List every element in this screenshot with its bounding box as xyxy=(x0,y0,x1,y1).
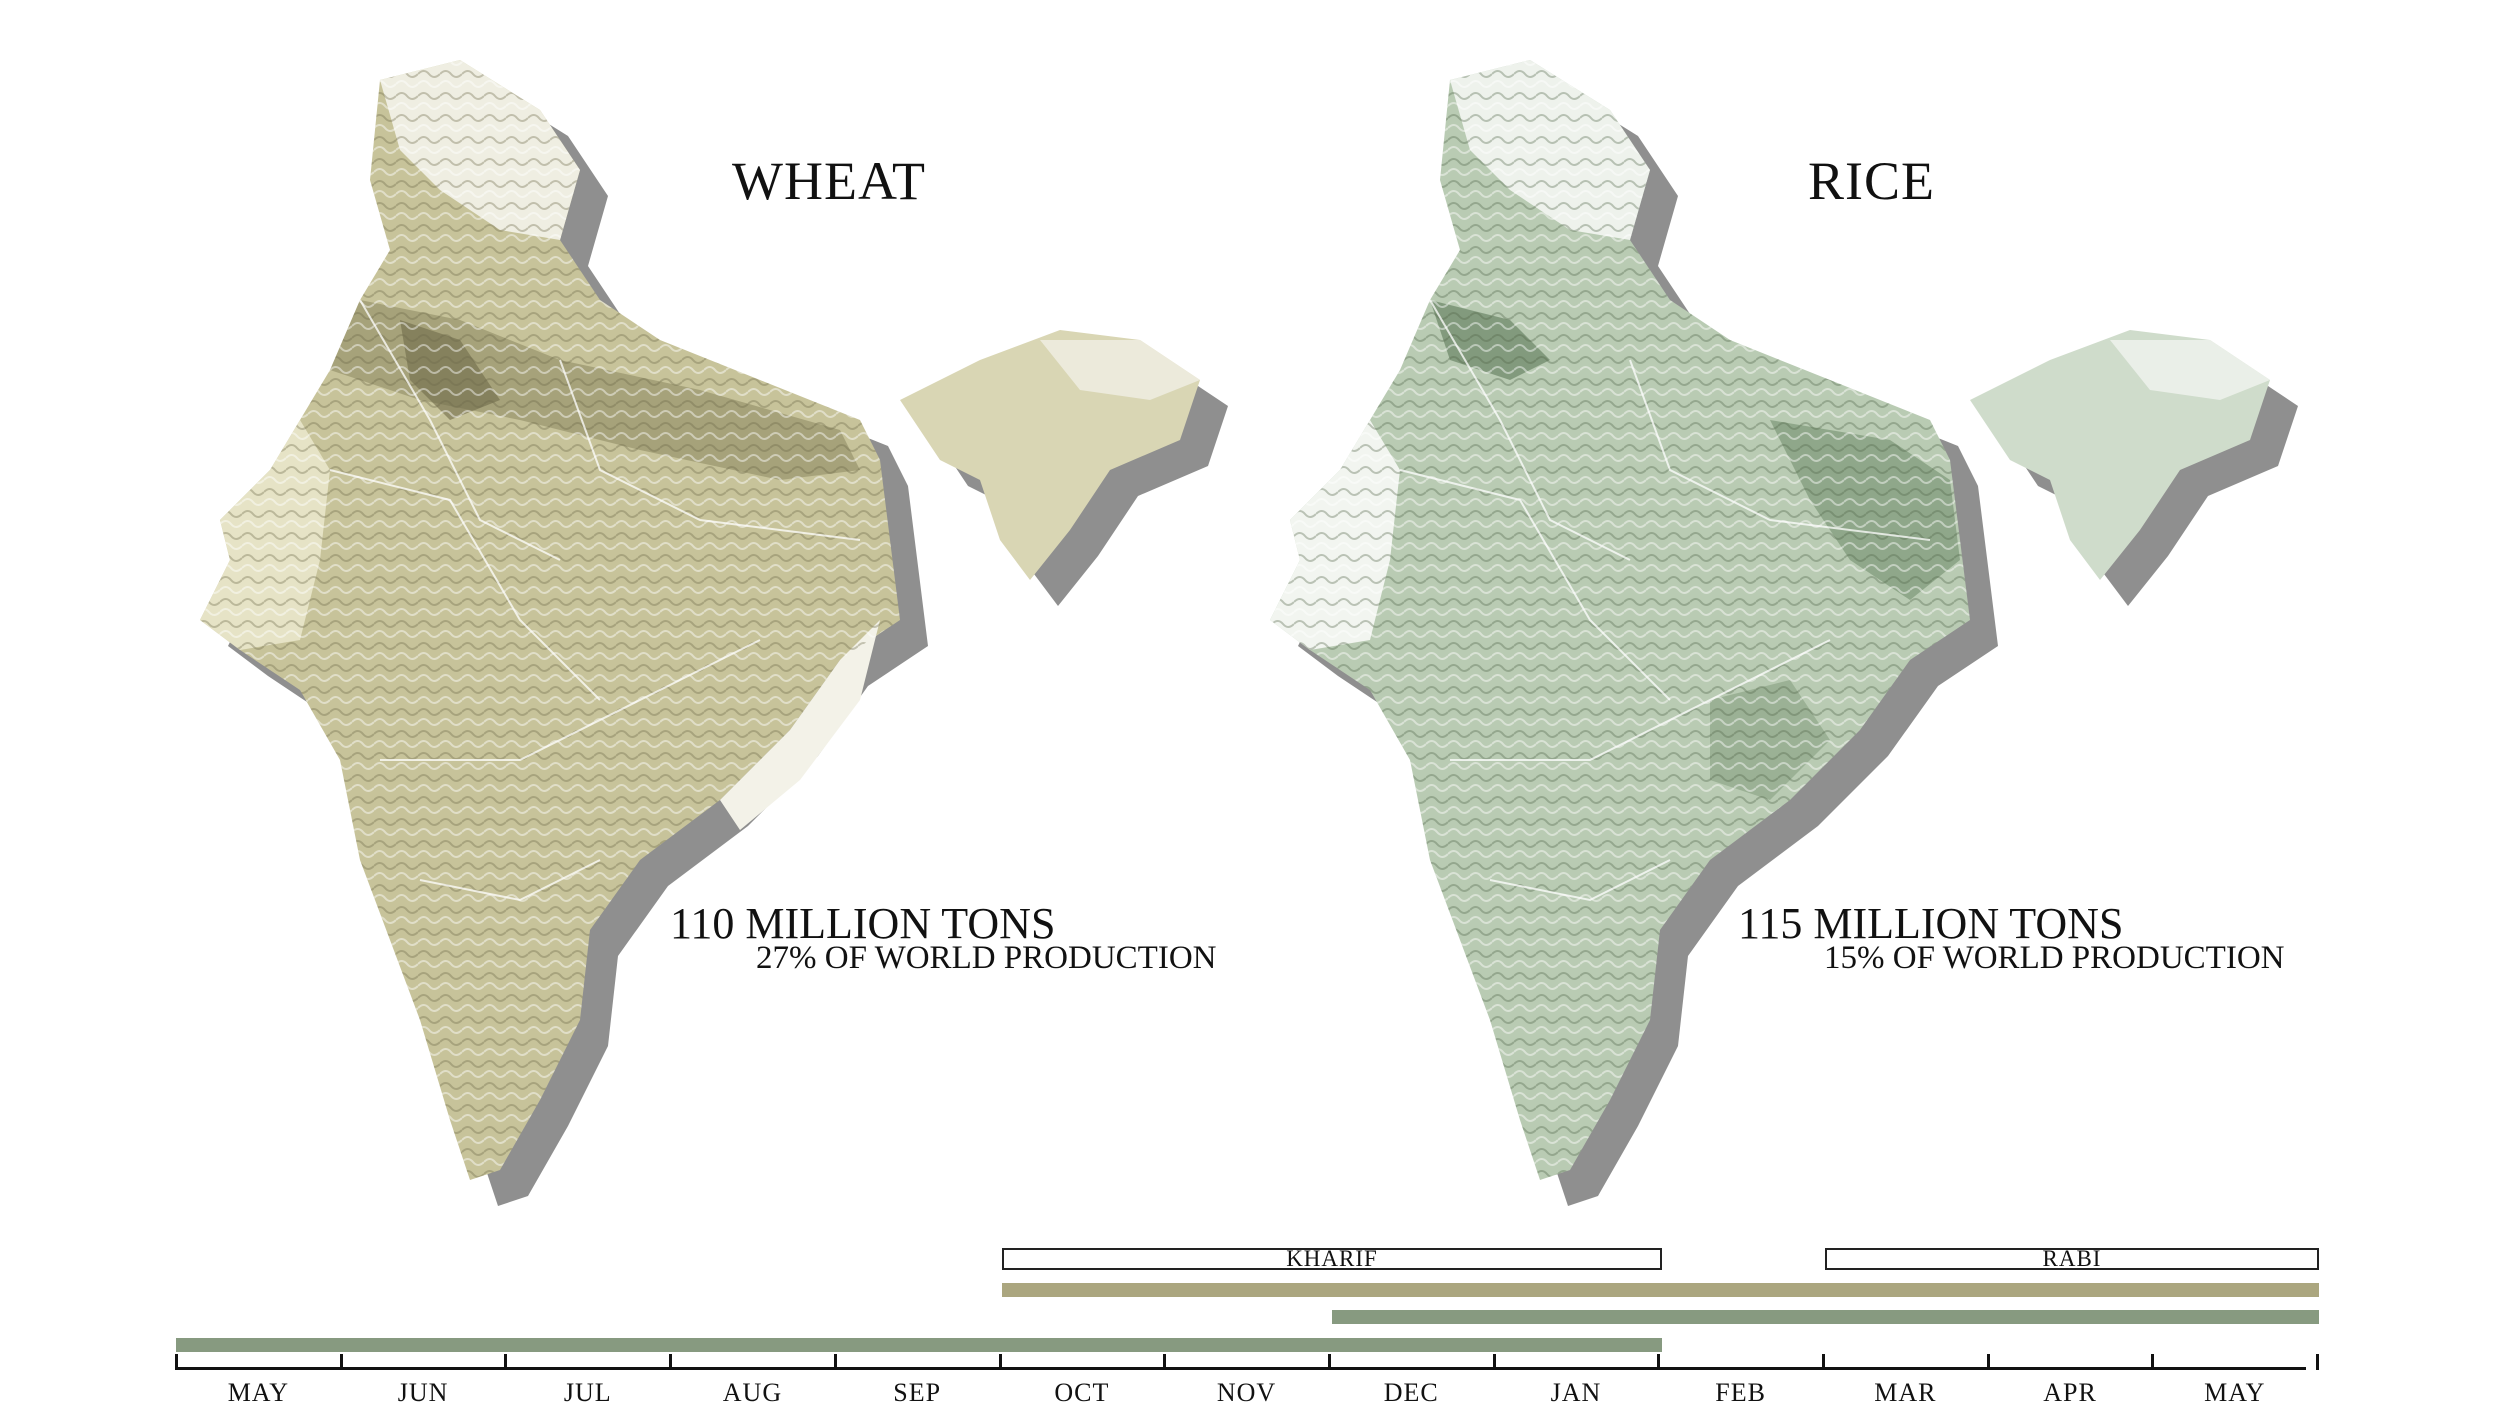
rice-map-title: RICE xyxy=(1808,151,1936,211)
timeline-tick xyxy=(669,1354,673,1370)
timeline-tick xyxy=(1327,1354,1331,1370)
month-label: FEB xyxy=(1715,1378,1766,1407)
timeline-tick xyxy=(1492,1354,1496,1370)
month-label: APR xyxy=(2043,1378,2097,1407)
timeline-tick xyxy=(1657,1354,1661,1370)
timeline-tick xyxy=(175,1354,178,1370)
month-label: SEP xyxy=(893,1378,942,1407)
wheat-map-land xyxy=(200,60,1200,1180)
timeline-tick xyxy=(833,1354,837,1370)
month-label: MAY xyxy=(227,1378,289,1407)
month-label: JAN xyxy=(1550,1378,1602,1407)
rice-world-share: 15% OF WORLD PRODUCTION xyxy=(1824,940,2285,976)
month-label: NOV xyxy=(1216,1378,1277,1407)
wheat-production-amount: 110 MILLION TONS xyxy=(670,899,1056,948)
timeline-tick xyxy=(2316,1354,2320,1370)
month-label: OCT xyxy=(1054,1378,1110,1407)
timeline-tick xyxy=(339,1354,343,1370)
timeline-tick xyxy=(1163,1354,1167,1370)
crop-season-timeline: KHARIF RABI MAY JUN JUL AUG SEP OCT NOV DEC JAN F… xyxy=(0,1220,2500,1407)
rice-growing-bar-rabi xyxy=(1332,1310,2319,1324)
rice-map-panel: RICE 115 MILLION TONS 15% OF WORLD PRODU… xyxy=(1250,0,2500,1220)
month-label: MAY xyxy=(2204,1378,2266,1407)
wheat-map-panel: WHEAT 110 MILLION TONS 27% OF WORLD PROD… xyxy=(0,0,1250,1220)
kharif-season-box: KHARIF xyxy=(1002,1247,1662,1270)
rice-map-land xyxy=(1270,60,2270,1180)
wheat-world-share: 27% OF WORLD PRODUCTION xyxy=(756,940,1217,976)
month-label: JUL xyxy=(563,1378,612,1407)
month-label: JUN xyxy=(397,1378,449,1407)
timeline-tick xyxy=(998,1354,1002,1370)
month-label: AUG xyxy=(722,1378,783,1407)
timeline-axis xyxy=(176,1367,2306,1370)
rice-production-amount: 115 MILLION TONS xyxy=(1738,899,2124,948)
timeline-tick xyxy=(1822,1354,1825,1370)
rice-india-relief-map xyxy=(1270,60,2298,1206)
timeline-tick xyxy=(504,1354,508,1370)
month-label: MAR xyxy=(1874,1378,1937,1407)
rice-growing-bar-kharif xyxy=(176,1338,1662,1352)
timeline-tick xyxy=(1986,1354,1990,1370)
wheat-india-relief-map xyxy=(200,60,1228,1206)
month-label: DEC xyxy=(1383,1378,1439,1407)
wheat-map-title: WHEAT xyxy=(732,151,926,211)
wheat-growing-bar xyxy=(1002,1283,2319,1297)
timeline-tick xyxy=(2151,1354,2155,1370)
rabi-season-box: RABI xyxy=(1825,1247,2319,1270)
